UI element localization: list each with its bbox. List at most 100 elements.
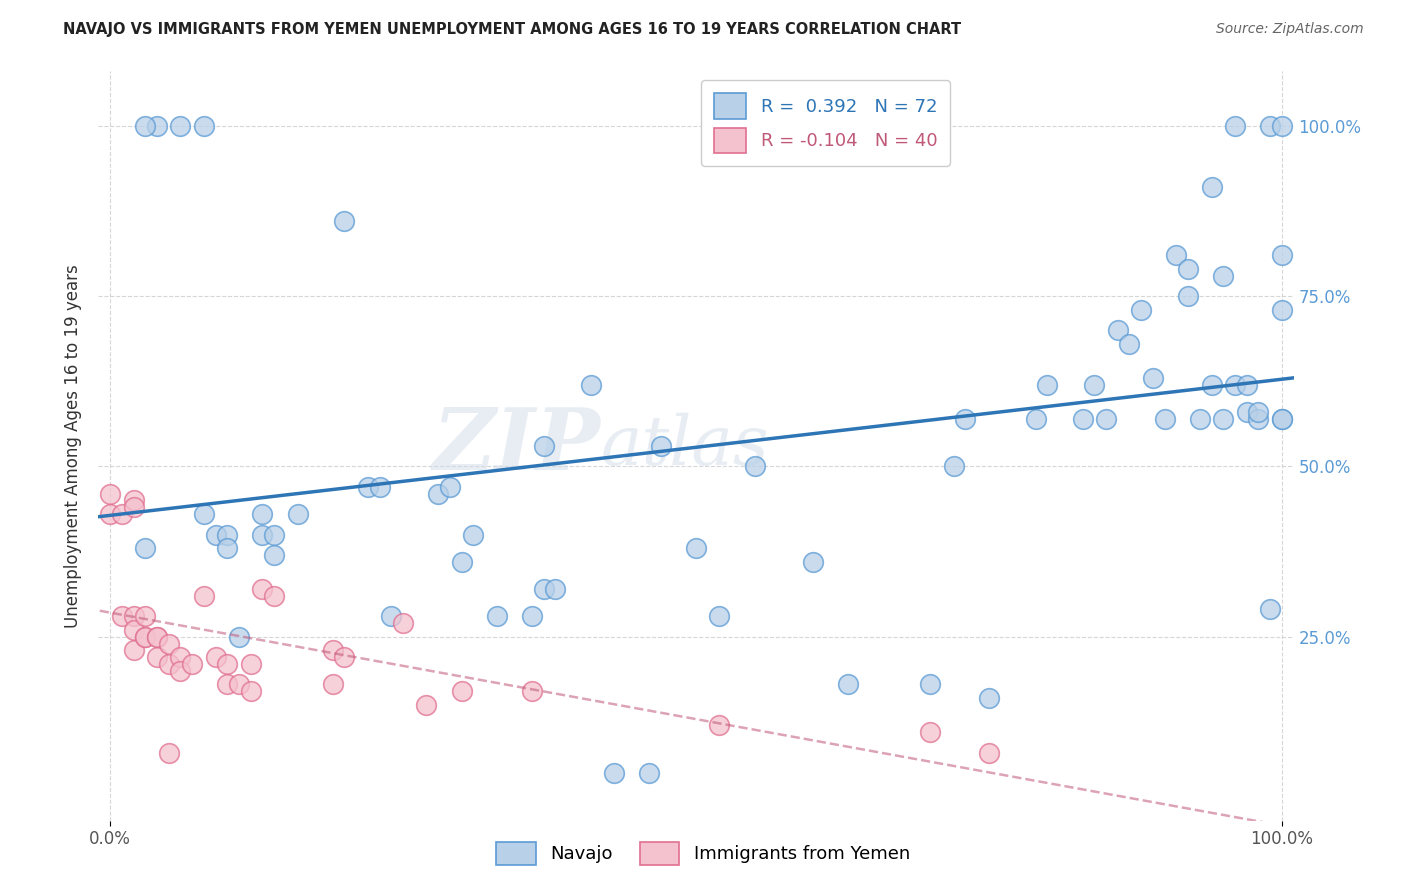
Point bbox=[134, 119, 156, 133]
Point bbox=[157, 657, 180, 671]
Point bbox=[122, 623, 145, 637]
Point bbox=[685, 541, 707, 556]
Point bbox=[801, 555, 824, 569]
Point bbox=[98, 486, 121, 500]
Point bbox=[134, 630, 156, 644]
Point bbox=[322, 677, 344, 691]
Point bbox=[1025, 411, 1047, 425]
Point bbox=[181, 657, 204, 671]
Point bbox=[1071, 411, 1094, 425]
Point bbox=[217, 677, 239, 691]
Point bbox=[1036, 377, 1059, 392]
Point bbox=[333, 650, 356, 665]
Point bbox=[1223, 377, 1246, 392]
Point bbox=[98, 507, 121, 521]
Point bbox=[146, 650, 169, 665]
Point bbox=[263, 527, 285, 541]
Point bbox=[146, 630, 169, 644]
Point bbox=[287, 507, 309, 521]
Point bbox=[450, 684, 472, 698]
Point bbox=[252, 582, 274, 596]
Point bbox=[157, 636, 180, 650]
Point bbox=[1201, 180, 1223, 194]
Point bbox=[977, 746, 1000, 760]
Point bbox=[920, 677, 942, 691]
Point bbox=[1142, 371, 1164, 385]
Point bbox=[1247, 411, 1270, 425]
Point bbox=[1271, 411, 1294, 425]
Point bbox=[977, 691, 1000, 706]
Point bbox=[357, 480, 380, 494]
Text: ZIP: ZIP bbox=[433, 404, 600, 488]
Point bbox=[1095, 411, 1118, 425]
Point bbox=[252, 507, 274, 521]
Point bbox=[157, 746, 180, 760]
Point bbox=[122, 493, 145, 508]
Point bbox=[134, 630, 156, 644]
Point bbox=[1271, 119, 1294, 133]
Point bbox=[193, 119, 215, 133]
Point bbox=[1212, 268, 1234, 283]
Point bbox=[193, 589, 215, 603]
Point bbox=[1271, 302, 1294, 317]
Point bbox=[1271, 411, 1294, 425]
Point bbox=[439, 480, 461, 494]
Legend: Navajo, Immigrants from Yemen: Navajo, Immigrants from Yemen bbox=[486, 833, 920, 874]
Point bbox=[322, 643, 344, 657]
Point bbox=[709, 609, 731, 624]
Point bbox=[1188, 411, 1211, 425]
Point bbox=[1223, 119, 1246, 133]
Point bbox=[1247, 405, 1270, 419]
Point bbox=[415, 698, 437, 712]
Point bbox=[1258, 119, 1281, 133]
Point bbox=[122, 609, 145, 624]
Point bbox=[169, 119, 191, 133]
Y-axis label: Unemployment Among Ages 16 to 19 years: Unemployment Among Ages 16 to 19 years bbox=[65, 264, 83, 628]
Point bbox=[955, 411, 977, 425]
Point bbox=[1236, 405, 1258, 419]
Point bbox=[217, 527, 239, 541]
Text: atlas: atlas bbox=[600, 413, 769, 479]
Point bbox=[463, 527, 485, 541]
Point bbox=[204, 527, 226, 541]
Point bbox=[239, 684, 262, 698]
Legend: R =  0.392   N = 72, R = -0.104   N = 40: R = 0.392 N = 72, R = -0.104 N = 40 bbox=[702, 80, 950, 166]
Point bbox=[544, 582, 567, 596]
Point bbox=[1153, 411, 1175, 425]
Point bbox=[942, 459, 965, 474]
Point bbox=[134, 609, 156, 624]
Point bbox=[204, 650, 226, 665]
Point bbox=[392, 616, 415, 631]
Point bbox=[111, 507, 134, 521]
Point bbox=[1271, 248, 1294, 262]
Point bbox=[485, 609, 508, 624]
Point bbox=[122, 500, 145, 515]
Point bbox=[252, 527, 274, 541]
Point bbox=[1130, 302, 1153, 317]
Point bbox=[263, 589, 285, 603]
Point bbox=[533, 439, 555, 453]
Point bbox=[1212, 411, 1234, 425]
Point bbox=[169, 664, 191, 678]
Point bbox=[650, 439, 672, 453]
Point bbox=[450, 555, 472, 569]
Point bbox=[1177, 261, 1199, 276]
Point bbox=[146, 119, 169, 133]
Point bbox=[520, 609, 543, 624]
Point bbox=[1258, 602, 1281, 616]
Point bbox=[579, 377, 602, 392]
Point bbox=[217, 657, 239, 671]
Point bbox=[263, 548, 285, 562]
Point bbox=[920, 725, 942, 739]
Point bbox=[638, 766, 661, 780]
Point bbox=[1236, 377, 1258, 392]
Point bbox=[217, 541, 239, 556]
Text: Source: ZipAtlas.com: Source: ZipAtlas.com bbox=[1216, 22, 1364, 37]
Point bbox=[239, 657, 262, 671]
Point bbox=[333, 214, 356, 228]
Point bbox=[228, 677, 250, 691]
Point bbox=[837, 677, 859, 691]
Point bbox=[1177, 289, 1199, 303]
Point bbox=[1118, 336, 1140, 351]
Text: NAVAJO VS IMMIGRANTS FROM YEMEN UNEMPLOYMENT AMONG AGES 16 TO 19 YEARS CORRELATI: NAVAJO VS IMMIGRANTS FROM YEMEN UNEMPLOY… bbox=[63, 22, 962, 37]
